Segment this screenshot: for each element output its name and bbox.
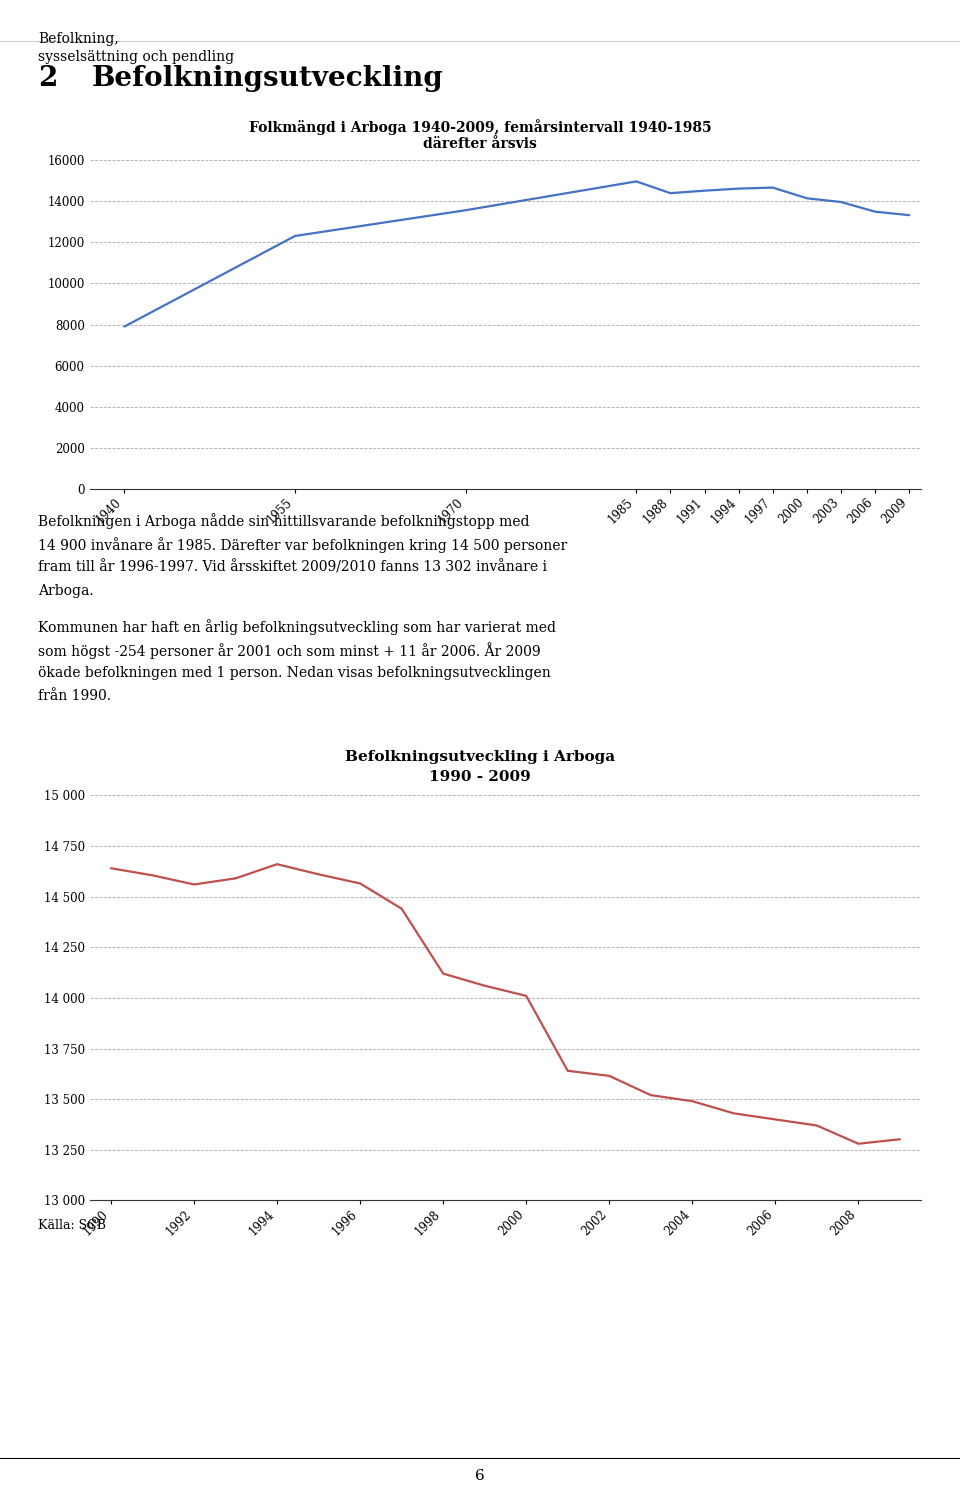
Text: Befolkningsutveckling: Befolkningsutveckling [91, 65, 443, 92]
Text: fram till år 1996-1997. Vid årsskiftet 2009/2010 fanns 13 302 invånare i: fram till år 1996-1997. Vid årsskiftet 2… [38, 560, 547, 575]
Text: därefter årsvis: därefter årsvis [423, 137, 537, 151]
Text: Folkmängd i Arboga 1940-2009, femårsintervall 1940-1985: Folkmängd i Arboga 1940-2009, femårsinte… [249, 119, 711, 136]
Text: Kommunen har haft en årlig befolkningsutveckling som har varierat med: Kommunen har haft en årlig befolkningsut… [38, 619, 557, 636]
Text: Arboga.: Arboga. [38, 583, 94, 598]
Text: ökade befolkningen med 1 person. Nedan visas befolkningsutvecklingen: ökade befolkningen med 1 person. Nedan v… [38, 666, 551, 680]
Text: Befolkning,: Befolkning, [38, 32, 119, 45]
Text: sysselsättning och pendling: sysselsättning och pendling [38, 50, 234, 63]
Text: från 1990.: från 1990. [38, 689, 111, 704]
Text: 2: 2 [38, 65, 58, 92]
Text: Befolkningsutveckling i Arboga: Befolkningsutveckling i Arboga [345, 750, 615, 764]
Text: som högst -254 personer år 2001 och som minst + 11 år 2006. År 2009: som högst -254 personer år 2001 och som … [38, 643, 541, 660]
Text: Källa: SCB: Källa: SCB [38, 1219, 107, 1232]
Text: 1990 - 2009: 1990 - 2009 [429, 770, 531, 784]
Text: 14 900 invånare år 1985. Därefter var befolkningen kring 14 500 personer: 14 900 invånare år 1985. Därefter var be… [38, 536, 567, 553]
Text: 6: 6 [475, 1469, 485, 1483]
Text: Befolkningen i Arboga nådde sin hittillsvarande befolkningstopp med: Befolkningen i Arboga nådde sin hittills… [38, 513, 530, 530]
